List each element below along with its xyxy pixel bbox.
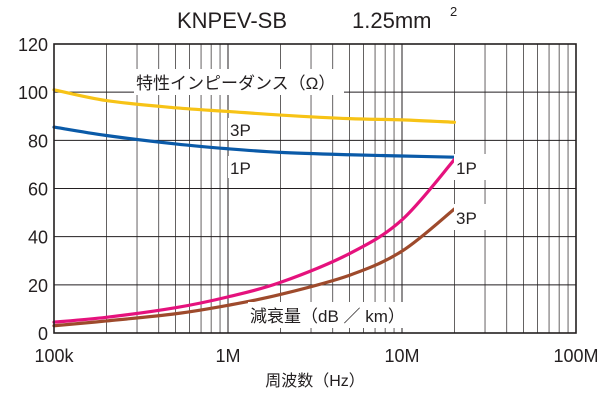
series-line-2 [52,158,456,324]
chart-title: KNPEV-SB [177,8,287,33]
label-impedance: 特性インピーダンス（Ω） [134,69,344,95]
chart-title-size: 1.25mm [352,8,431,33]
x-axis-label: 周波数（Hz） [265,372,365,390]
svg-text:特性インピーダンス（Ω）: 特性インピーダンス（Ω） [136,74,335,93]
y-tick-label: 40 [28,228,48,248]
label-impedance-1p: 1P [228,156,260,178]
y-tick-label: 60 [28,180,48,200]
svg-text:1P: 1P [456,159,477,178]
x-tick-label: 1M [215,346,240,366]
svg-text:1P: 1P [230,159,251,178]
y-tick-label: 80 [28,131,48,151]
chart-title-superscript: 2 [450,4,457,19]
label-attenuation-1p: 1P [454,154,488,180]
label-attenuation-3p: 3P [454,204,488,230]
series-line-0 [52,88,456,124]
y-tick-label: 100 [18,83,48,103]
y-tick-label: 20 [28,276,48,296]
label-attenuation: 減衰量（dB ／ km） [248,302,434,328]
label-impedance-3p: 3P [228,118,260,140]
svg-text:3P: 3P [230,121,251,140]
series-layer [52,88,456,328]
y-tick-label: 0 [38,324,48,344]
x-tick-label: 10M [384,346,419,366]
plot-frame [53,43,577,334]
svg-text:減衰量（dB ／ km）: 減衰量（dB ／ km） [250,307,405,326]
x-tick-label: 100M [553,346,598,366]
svg-text:3P: 3P [456,209,477,228]
series-line-1 [52,125,456,159]
y-tick-label: 120 [18,35,48,55]
series-line-3 [52,207,456,328]
x-tick-label: 100k [34,346,74,366]
